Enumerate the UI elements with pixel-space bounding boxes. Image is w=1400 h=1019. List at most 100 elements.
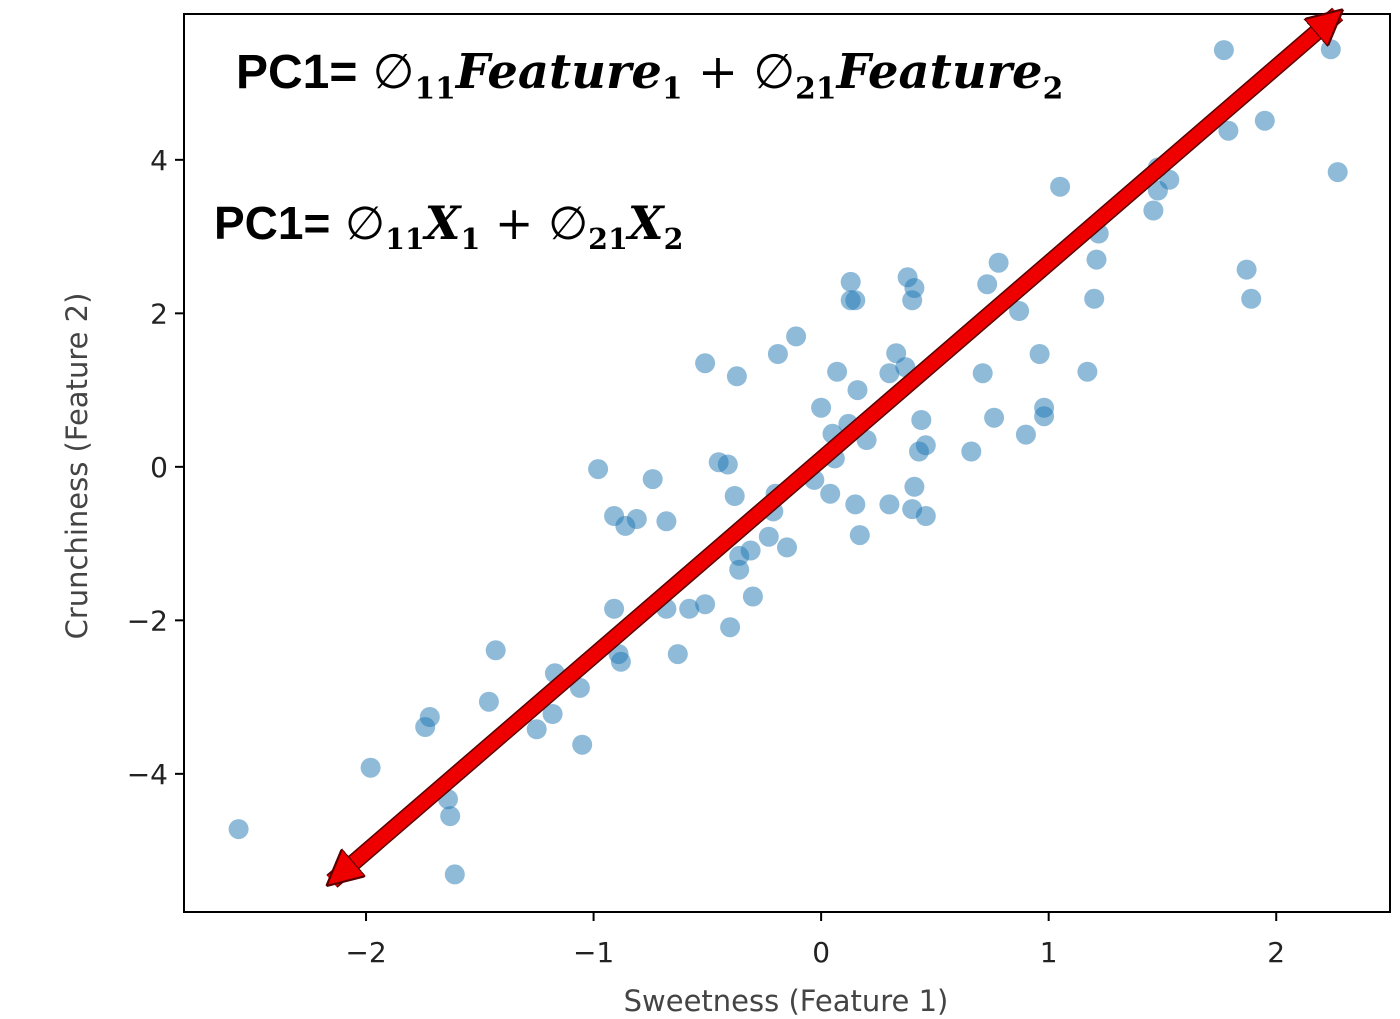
data-point bbox=[729, 559, 750, 580]
data-point bbox=[977, 274, 998, 295]
data-point bbox=[767, 344, 788, 364]
data-points bbox=[228, 39, 1348, 885]
data-point bbox=[1327, 162, 1348, 183]
data-point bbox=[849, 525, 870, 546]
data-point bbox=[604, 598, 625, 619]
equation-pc1-features: PC1= ∅11Feature1 + ∅21Feature2 bbox=[236, 44, 1063, 106]
data-point bbox=[845, 494, 866, 515]
coefficient-symbol: ∅ bbox=[344, 196, 386, 250]
coefficient-subscript: 11 bbox=[385, 221, 425, 256]
variable-name: X bbox=[424, 196, 461, 250]
y-axis-ticks: −4 −2 0 2 4 bbox=[127, 144, 184, 791]
y-tick-label: 2 bbox=[150, 297, 168, 330]
data-point bbox=[847, 380, 868, 401]
data-point bbox=[1143, 200, 1164, 221]
x-axis-ticks: −2 −1 0 1 2 bbox=[345, 912, 1285, 969]
data-point bbox=[1077, 361, 1098, 382]
data-point bbox=[811, 397, 832, 418]
equation-lhs: PC1= bbox=[214, 197, 331, 249]
variable-subscript: 2 bbox=[663, 221, 684, 256]
coefficient-subscript: 21 bbox=[588, 221, 628, 256]
data-point bbox=[777, 537, 797, 558]
data-point bbox=[1254, 110, 1275, 131]
data-point bbox=[1213, 40, 1234, 61]
data-point bbox=[915, 506, 936, 526]
variable-name: Feature bbox=[836, 44, 1043, 100]
equation-pc1-x: PC1= ∅11X1 + ∅21X2 bbox=[214, 196, 683, 256]
y-tick-label: 4 bbox=[150, 144, 168, 177]
data-point bbox=[911, 410, 932, 430]
x-axis-label: Sweetness (Feature 1) bbox=[624, 984, 949, 1018]
data-point bbox=[572, 734, 593, 755]
equation-lhs: PC1= bbox=[236, 46, 358, 99]
data-point bbox=[904, 278, 925, 298]
data-point bbox=[478, 691, 499, 712]
coefficient-symbol: ∅ bbox=[372, 44, 415, 100]
data-point bbox=[667, 644, 688, 665]
data-point bbox=[695, 594, 716, 615]
plot-area-frame bbox=[183, 13, 1391, 913]
variable-subscript: 1 bbox=[460, 221, 481, 256]
variable-subscript: 2 bbox=[1042, 71, 1064, 107]
data-point bbox=[984, 407, 1005, 428]
data-point bbox=[720, 617, 741, 638]
y-tick-label: −4 bbox=[127, 758, 168, 791]
data-point bbox=[961, 441, 982, 462]
x-tick-label: −2 bbox=[345, 936, 386, 969]
x-tick-label: 2 bbox=[1267, 936, 1285, 969]
coefficient-subscript: 21 bbox=[795, 71, 837, 107]
data-point bbox=[972, 363, 993, 384]
data-point bbox=[610, 651, 631, 672]
x-tick-label: 0 bbox=[812, 936, 830, 969]
data-point bbox=[642, 469, 663, 490]
data-point bbox=[786, 326, 807, 347]
data-point bbox=[695, 353, 716, 374]
plus-operator: + bbox=[697, 44, 739, 100]
data-point bbox=[1050, 176, 1071, 197]
data-point bbox=[1241, 288, 1262, 309]
data-point bbox=[1034, 397, 1055, 418]
data-point bbox=[1236, 259, 1257, 280]
data-point bbox=[440, 806, 461, 827]
data-point bbox=[1320, 39, 1341, 60]
data-point bbox=[726, 366, 747, 387]
y-tick-label: −2 bbox=[127, 604, 168, 637]
data-point bbox=[360, 757, 381, 778]
x-tick-label: 1 bbox=[1040, 936, 1058, 969]
data-point bbox=[758, 526, 779, 547]
data-point bbox=[820, 483, 841, 504]
data-point bbox=[526, 719, 547, 740]
data-point bbox=[1084, 288, 1105, 309]
y-tick-label: 0 bbox=[150, 451, 168, 484]
variable-name: X bbox=[627, 196, 664, 250]
variable-name: Feature bbox=[455, 44, 662, 100]
data-point bbox=[988, 252, 1009, 273]
coefficient-symbol: ∅ bbox=[548, 196, 589, 250]
coefficient-symbol: ∅ bbox=[753, 44, 796, 100]
data-point bbox=[656, 511, 677, 532]
data-point bbox=[879, 494, 900, 515]
data-point bbox=[1086, 249, 1107, 270]
coefficient-subscript: 11 bbox=[414, 71, 456, 107]
plus-operator: + bbox=[494, 196, 534, 250]
data-point bbox=[444, 864, 465, 885]
data-point bbox=[845, 290, 866, 311]
data-point bbox=[1015, 424, 1036, 445]
data-point bbox=[724, 486, 745, 506]
data-point bbox=[419, 707, 440, 727]
data-point bbox=[626, 509, 647, 529]
data-point bbox=[827, 361, 848, 382]
data-point bbox=[915, 435, 936, 456]
data-point bbox=[1029, 344, 1050, 364]
data-point bbox=[588, 459, 609, 480]
data-point bbox=[485, 640, 506, 661]
data-point bbox=[904, 476, 925, 497]
principal-component-arrow bbox=[332, 7, 1338, 888]
data-point bbox=[742, 586, 763, 607]
data-point bbox=[740, 540, 761, 561]
variable-subscript: 1 bbox=[661, 71, 683, 107]
data-point bbox=[717, 454, 738, 475]
arrow-shaft bbox=[332, 14, 1338, 881]
data-point bbox=[228, 819, 249, 840]
